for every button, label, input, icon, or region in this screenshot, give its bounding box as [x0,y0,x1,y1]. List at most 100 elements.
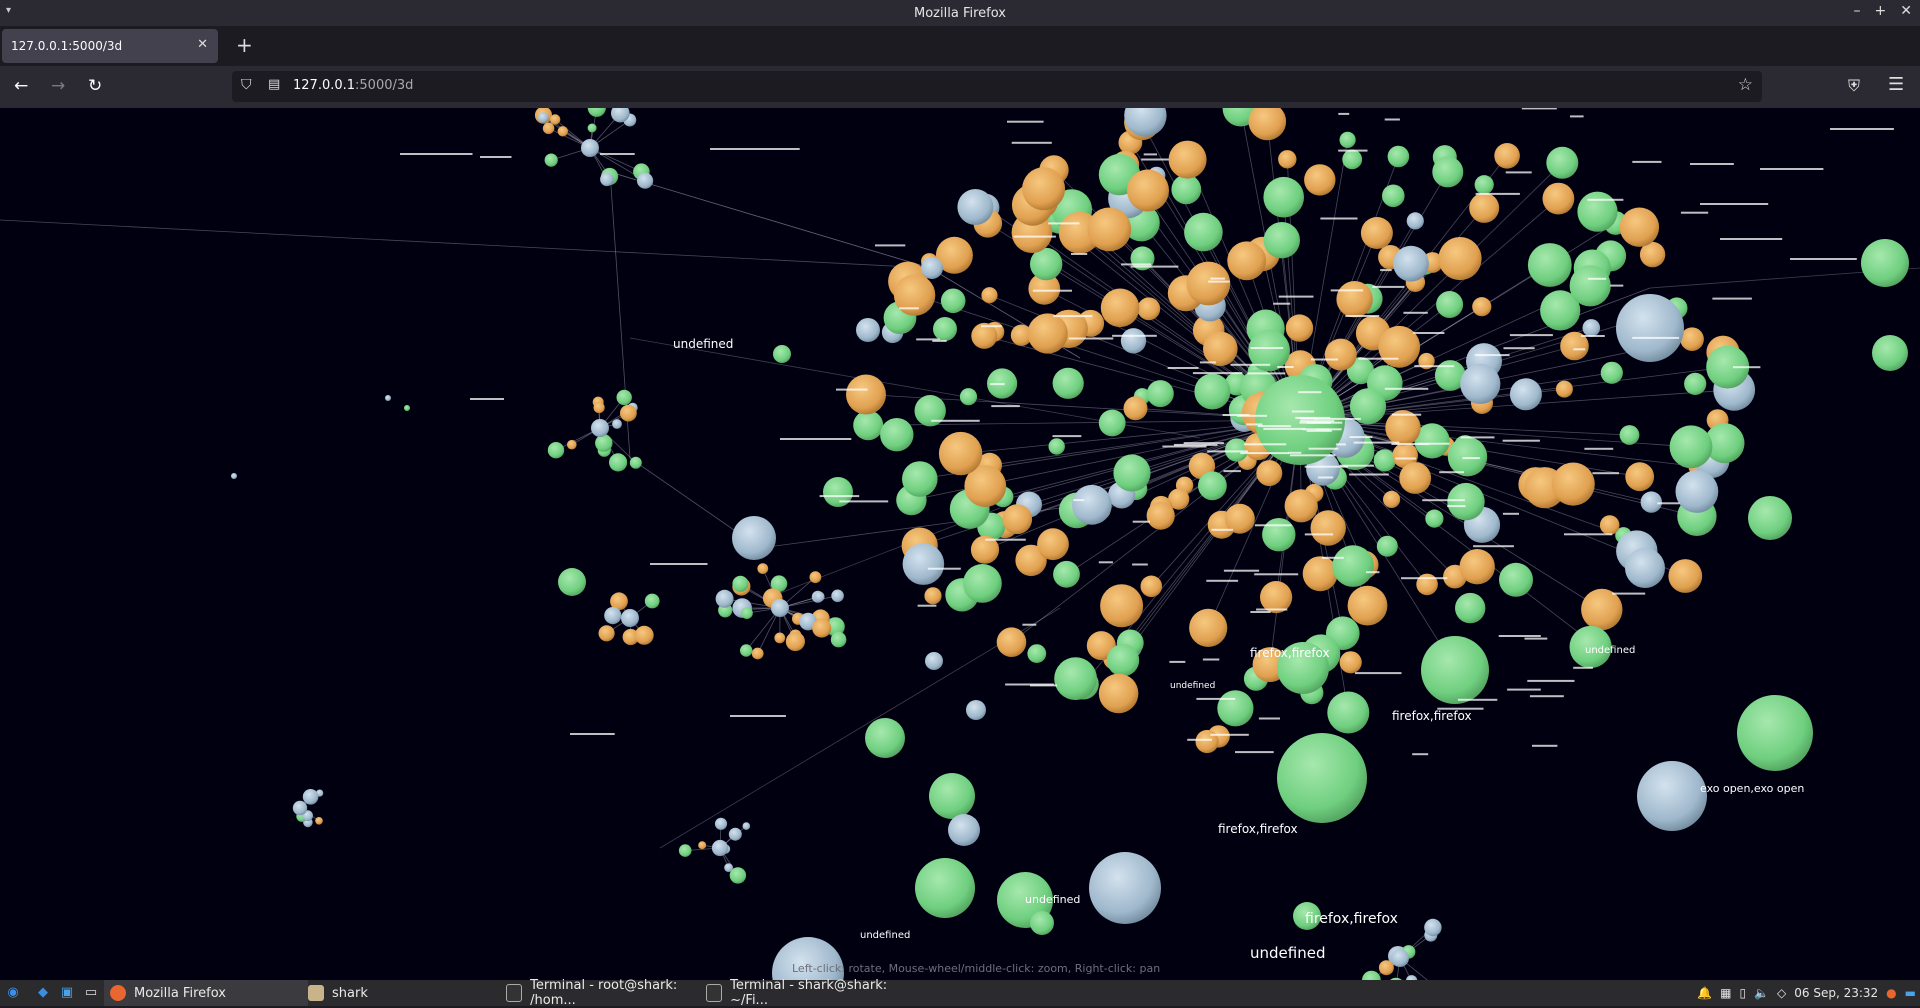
graph-node-blue[interactable] [925,652,943,670]
graph-node-green[interactable] [595,434,612,451]
graph-node-orange[interactable] [315,817,323,825]
graph-node-green[interactable] [1053,561,1080,588]
graph-node-blue[interactable] [591,419,609,437]
graph-node-orange[interactable] [1620,208,1659,247]
graph-node-blue[interactable] [385,395,391,401]
graph-node-orange[interactable] [558,126,568,136]
graph-node-orange[interactable] [620,405,637,422]
graph-node-green[interactable] [1027,644,1046,663]
graph-node-green[interactable] [545,154,558,167]
graph-node-green[interactable] [1601,362,1623,384]
graph-node-green[interactable] [1425,510,1443,528]
graph-node-green[interactable] [1499,563,1533,597]
graph-node-green[interactable] [1475,175,1494,194]
graph-node-blue[interactable] [743,822,751,830]
graph-node-blue[interactable] [716,590,734,608]
graph-node-green[interactable] [1340,132,1356,148]
graph-node-green[interactable] [1737,695,1813,771]
url-text[interactable]: 127.0.0.1:5000/3d [293,78,413,93]
graph-node-green[interactable] [609,453,627,471]
graph-node-green[interactable] [1277,733,1367,823]
graph-node-green[interactable] [1448,437,1487,476]
graph-node-green[interactable] [730,867,746,883]
graph-node-green[interactable] [902,461,938,497]
graph-node-orange[interactable] [1311,510,1346,545]
graph-node-blue[interactable] [715,818,727,830]
graph-node-green[interactable] [1362,971,1381,980]
graph-node-orange[interactable] [1399,462,1431,494]
graph-node-orange[interactable] [810,571,822,583]
graph-node-orange[interactable] [1325,339,1357,371]
graph-node-green[interactable] [1684,373,1706,395]
graph-node-orange[interactable] [1460,549,1495,584]
graph-node-orange[interactable] [1260,581,1292,613]
graph-node-green[interactable] [880,418,913,451]
graph-node-green[interactable] [740,644,752,656]
graph-node-green[interactable] [1377,536,1398,557]
graph-node-orange[interactable] [1124,396,1148,420]
graph-node-orange[interactable] [812,619,831,638]
graph-node-orange[interactable] [1600,515,1620,535]
graph-node-orange[interactable] [1285,489,1318,522]
graph-node-blue[interactable] [1583,319,1601,337]
graph-node-blue[interactable] [921,257,943,279]
app-menu-icon[interactable]: ◉ [4,984,22,1002]
page-icon[interactable]: ▤ [268,77,280,92]
graph-node-orange[interactable] [1340,651,1362,673]
graph-node-blue[interactable] [293,801,307,815]
graph-node-orange[interactable] [752,648,764,660]
graph-node-orange[interactable] [981,287,997,303]
graph-node-orange[interactable] [1383,491,1400,508]
graph-node-orange[interactable] [1494,143,1520,169]
graph-node-orange[interactable] [1556,381,1573,398]
graph-node-green[interactable] [1030,911,1054,935]
graph-node-green[interactable] [1332,545,1374,587]
graph-node-orange[interactable] [1416,574,1438,596]
graph-node-blue[interactable] [303,789,319,805]
pocket-icon[interactable]: ⛨ [1848,76,1860,96]
graph-node-green[interactable] [963,564,1002,603]
graph-node-orange[interactable] [1438,237,1481,280]
graph-node-orange[interactable] [774,633,785,644]
graph-node-blue[interactable] [612,419,622,429]
graph-node-blue[interactable] [729,828,742,841]
graph-node-orange[interactable] [1196,730,1219,753]
graph-node-green[interactable] [404,405,410,411]
graph-node-blue[interactable] [538,112,549,123]
graph-node-orange[interactable] [1028,313,1068,353]
graph-node-green[interactable] [1421,636,1489,704]
graph-node-green[interactable] [1342,150,1362,170]
graph-node-orange[interactable] [1278,150,1296,168]
graph-node-orange[interactable] [1303,556,1338,591]
bookmark-star-icon[interactable]: ☆ [1738,75,1753,95]
graph-node-green[interactable] [1432,156,1463,187]
window-menu-icon[interactable]: ▾ [6,5,11,16]
graph-node-green[interactable] [1049,438,1065,454]
force-graph-canvas[interactable]: undefinedfirefox,firefoxfirefox,firefoxf… [0,108,1920,980]
task-terminal-shark[interactable]: Terminal - shark@shark: ~/Fi... [706,980,906,1006]
graph-node-green[interactable] [853,410,883,440]
maximize-icon[interactable]: + [1875,3,1887,19]
graph-node-blue[interactable] [1121,328,1146,353]
graph-node-blue[interactable] [581,139,599,157]
graph-node-orange[interactable] [550,114,560,124]
graph-node-blue[interactable] [1676,470,1719,513]
graph-node-orange[interactable] [1169,141,1207,179]
graph-node-green[interactable] [617,390,632,405]
graph-node-orange[interactable] [1101,289,1140,328]
firefox-tray-icon[interactable]: ● [1886,986,1896,1000]
graph-node-green[interactable] [630,457,642,469]
graph-node-orange[interactable] [1187,262,1231,306]
graph-node-green[interactable] [679,844,692,857]
graph-node-green[interactable] [1577,192,1617,232]
graph-node-blue[interactable] [1407,212,1424,229]
graph-node-green[interactable] [1147,380,1174,407]
graph-node-orange[interactable] [1087,208,1131,252]
graph-node-orange[interactable] [1336,281,1372,317]
graph-node-orange[interactable] [1037,528,1069,560]
menu-icon[interactable]: ☰ [1888,74,1904,95]
battery-icon[interactable]: ▯ [1739,986,1746,1000]
graph-node-green[interactable] [1670,425,1713,468]
graph-node-green[interactable] [1171,175,1201,205]
graph-node-orange[interactable] [1379,960,1394,975]
